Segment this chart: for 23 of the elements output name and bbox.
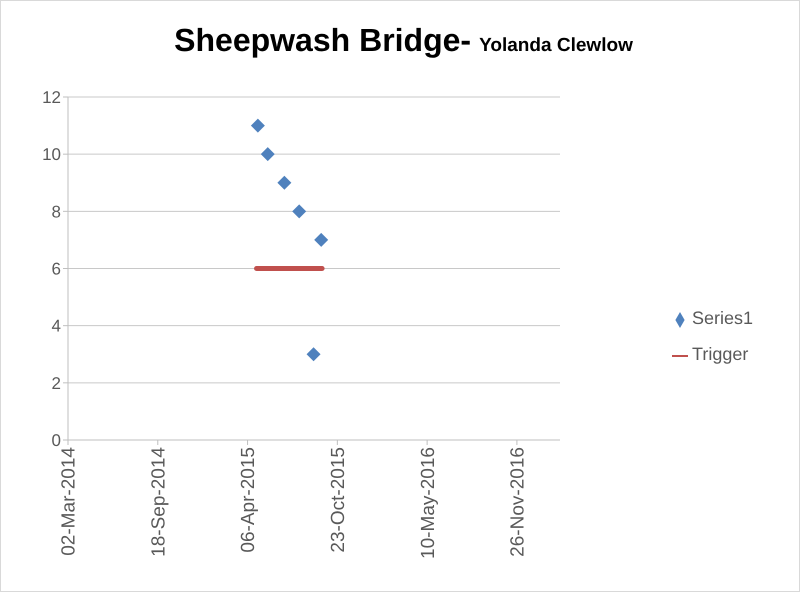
y-tick-label: 2: [52, 374, 61, 393]
x-tick-label: 02-Mar-2014: [58, 446, 80, 556]
point: [277, 176, 292, 190]
point: [250, 118, 265, 133]
x-tick-label: 06-Apr-2015: [238, 447, 260, 553]
y-tick-label: 0: [52, 431, 61, 450]
y-tick-label: 8: [52, 202, 61, 222]
point: [260, 147, 275, 162]
y-tick-label: 10: [42, 145, 61, 164]
legend-label: Trigger: [692, 344, 748, 364]
y-tick-label: 6: [52, 260, 61, 279]
x-tick-label: 26-Nov-2016: [508, 447, 529, 557]
x-tick-label: 23-Oct-2015: [328, 447, 349, 553]
legend-label: Series1: [692, 308, 754, 328]
chart-title: Sheepwash Bridge-: [174, 22, 472, 58]
point: [306, 347, 321, 362]
y-tick-label: 12: [42, 88, 61, 108]
chart-subtitle: Yolanda Clewlow: [479, 35, 633, 56]
point: [314, 232, 328, 247]
x-tick-label: 10-May-2016: [418, 447, 439, 559]
point: [292, 204, 306, 218]
y-tick-label: 4: [52, 316, 61, 336]
x-tick-label: 18-Sep-2014: [148, 446, 170, 557]
